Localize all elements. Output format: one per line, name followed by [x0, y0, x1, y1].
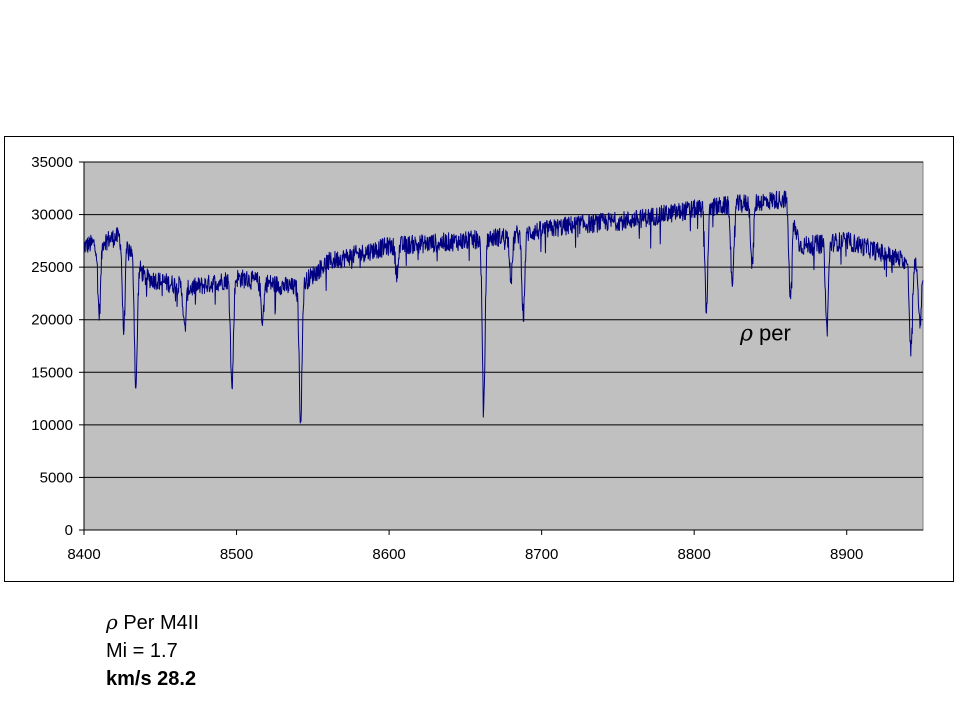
spectrum-line — [83, 190, 924, 424]
x-tick-label: 8800 — [677, 546, 710, 563]
plot-area — [83, 161, 924, 531]
x-tick-label: 8500 — [220, 546, 253, 563]
y-tick-label: 20000 — [31, 312, 73, 329]
caption-symbol: ρ — [106, 610, 118, 634]
y-axis-tick-labels: 0 5000 10000 15000 20000 25000 30000 35000 — [31, 154, 73, 539]
annotation-text: per — [753, 321, 791, 346]
x-tick-label: 8600 — [372, 546, 405, 563]
caption-magnitude: Mi = 1.7 — [106, 640, 178, 662]
caption-spectral-type: Per M4II — [117, 612, 199, 634]
x-tick-label: 8700 — [525, 546, 558, 563]
y-tick-label: 15000 — [31, 364, 73, 381]
annotation-symbol: ρ — [739, 322, 753, 347]
chart-frame: 0 5000 10000 15000 20000 25000 30000 35000 8400… — [4, 136, 954, 582]
y-tick-label: 0 — [65, 522, 73, 539]
caption-star-name: ρ Per M4II — [106, 608, 199, 637]
x-axis-tick-labels: 8400 8500 8600 8700 8800 8900 — [67, 530, 863, 563]
x-tick-label: 8400 — [67, 546, 100, 563]
y-tick-label: 30000 — [31, 207, 73, 224]
caption: ρ Per M4II Mi = 1.7 km/s 28.2 — [106, 608, 199, 693]
y-tick-label: 35000 — [31, 154, 73, 171]
y-tick-label: 5000 — [40, 469, 73, 486]
x-tick-label: 8900 — [830, 546, 863, 563]
y-tick-label: 10000 — [31, 417, 73, 434]
caption-velocity: km/s 28.2 — [106, 668, 197, 690]
y-tick-label: 25000 — [31, 259, 73, 276]
rho-per-annotation: ρ per — [739, 321, 791, 347]
series-layer — [83, 190, 924, 424]
spectrum-chart: 0 5000 10000 15000 20000 25000 30000 35000 8400… — [31, 154, 924, 563]
